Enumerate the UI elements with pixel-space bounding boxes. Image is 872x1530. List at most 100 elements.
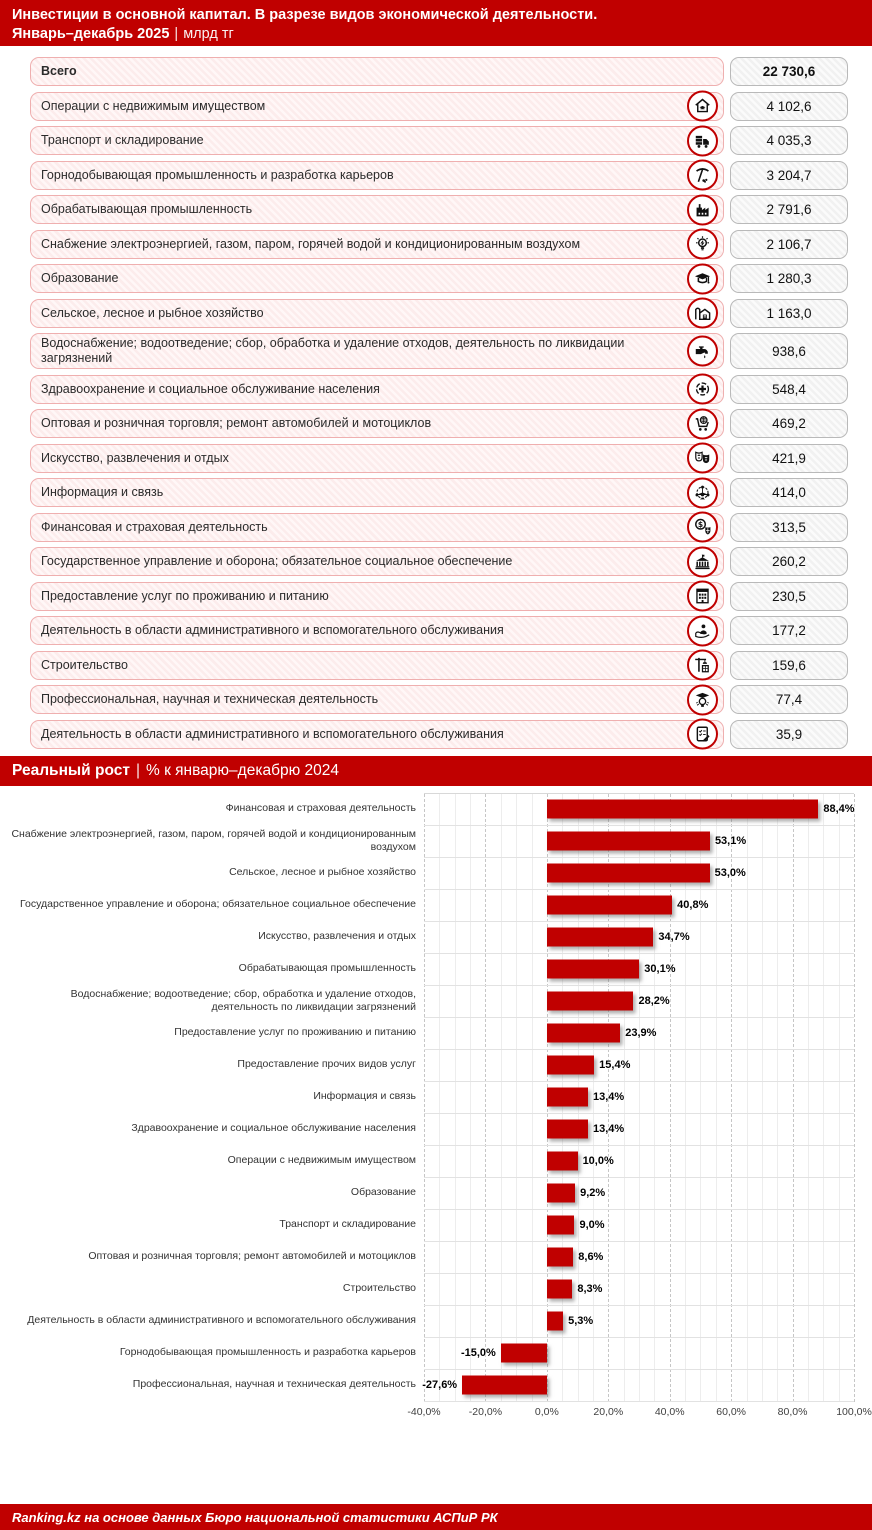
- gridline-minor: [516, 793, 518, 1402]
- axis-tick-label: 100,0%: [836, 1405, 872, 1418]
- row-label: Образование: [41, 271, 119, 285]
- row-label: Финансовая и страховая деятельность: [41, 519, 268, 534]
- gridline-minor: [761, 793, 763, 1402]
- gridline-minor: [470, 793, 472, 1402]
- category-label: Снабжение электроэнергией, газом, паром,…: [11, 828, 416, 853]
- gridline-minor: [531, 793, 533, 1402]
- table-row: Деятельность в области административного…: [30, 615, 848, 646]
- source-footer: Ranking.kz на основе данных Бюро национа…: [0, 1504, 872, 1530]
- category-label: Обрабатывающая промышленность: [238, 962, 416, 975]
- chart-band: -27,6%: [422, 1370, 854, 1402]
- axis-tick-label: 0,0%: [534, 1405, 559, 1418]
- row-label-box: Деятельность в области административного…: [30, 718, 724, 750]
- chart-band: 10,0%: [424, 1146, 854, 1178]
- svg-text:$: $: [698, 520, 703, 529]
- bar: [546, 1087, 588, 1107]
- page-title: Инвестиции в основной капитал. В разрезе…: [12, 7, 598, 23]
- table-row: Строительство 159,6: [30, 649, 848, 681]
- row-label: Транспорт и складирование: [41, 133, 204, 147]
- gridline-minor: [685, 793, 687, 1402]
- gridline-minor: [592, 793, 594, 1402]
- row-label-box: Искусство, развлечения и отдых: [30, 442, 724, 474]
- gridline-minor: [639, 793, 640, 1402]
- row-label-box: Предоставление услуг по проживанию и пит…: [30, 580, 724, 612]
- period-label: Январь–декабрь 2025: [12, 26, 170, 43]
- row-value: 938,6: [730, 333, 848, 369]
- water-supply-icon: [687, 335, 718, 367]
- gridline-minor: [715, 793, 717, 1402]
- chart-band: 34,7%: [424, 922, 854, 954]
- bar-value-label: 53,1%: [714, 835, 747, 847]
- category-label: Оптовая и розничная торговля; ремонт авт…: [88, 1250, 416, 1263]
- table-row: Всего 22 730,6: [30, 57, 848, 86]
- manufacturing-icon: [687, 194, 718, 225]
- row-label: Горнодобывающая промышленность и разрабо…: [41, 167, 394, 182]
- bar: [546, 831, 710, 851]
- row-value: 177,2: [730, 616, 848, 645]
- growth-section-header: Реальный рост | % к январю–декабрю 2024: [0, 755, 872, 786]
- axis-tick-label: -40,0%: [407, 1405, 441, 1418]
- transport-icon: [687, 125, 718, 156]
- row-label: Предоставление услуг по проживанию и пит…: [41, 588, 329, 603]
- bar: [546, 1055, 595, 1075]
- bar-value-label: 53,0%: [714, 867, 746, 879]
- chart-band: 13,4%: [424, 1114, 854, 1146]
- row-value: 414,0: [730, 478, 848, 507]
- bar-value-label: 8,6%: [578, 1251, 604, 1263]
- row-label-box: Государственное управление и оборона; об…: [30, 546, 724, 577]
- bar-value-label: 10,0%: [582, 1155, 614, 1167]
- chart-band: 15,4%: [424, 1050, 854, 1082]
- bar: [546, 799, 819, 819]
- gridline-minor: [807, 793, 809, 1402]
- unit-label: млрд тг: [183, 26, 234, 43]
- plot-area: 88,4% 53,1% 53,0% 40,8% 34,7% 30,1% 28,2% 23,9%…: [422, 792, 855, 1402]
- energy-icon: [687, 228, 718, 260]
- bar: [546, 1311, 564, 1331]
- row-label: Информация и связь: [41, 485, 164, 499]
- table-row: Образование 1 280,3: [30, 263, 848, 294]
- government-icon: [687, 546, 718, 577]
- bar-value-label: 40,8%: [677, 899, 709, 911]
- category-label: Водоснабжение; водоотведение; сбор, обра…: [70, 988, 416, 1013]
- trade-icon: [687, 408, 718, 439]
- category-label: Предоставление услуг по проживанию и пит…: [174, 1026, 416, 1039]
- chart-band: 9,2%: [424, 1178, 854, 1210]
- gridline-major: [854, 793, 855, 1402]
- category-label: Предоставление прочих видов услуг: [237, 1058, 416, 1071]
- chart-band: 53,1%: [424, 826, 854, 858]
- axis-tick-label: 60,0%: [716, 1405, 747, 1418]
- chart-band: 5,3%: [424, 1306, 854, 1338]
- row-label-box: Профессиональная, научная и техническая …: [30, 684, 724, 715]
- chart-band: 40,8%: [424, 890, 854, 922]
- row-label: Деятельность в области административного…: [41, 623, 504, 637]
- row-label: Обрабатывающая промышленность: [41, 202, 253, 216]
- subtitle-divider: |: [174, 26, 179, 43]
- bar-value-label: 28,2%: [638, 995, 670, 1007]
- healthcare-icon: [687, 373, 718, 405]
- chart-band: 28,2%: [424, 986, 854, 1018]
- gridline-major: [731, 793, 733, 1402]
- category-label: Транспорт и складирование: [279, 1218, 416, 1231]
- gridline-minor: [700, 793, 702, 1402]
- bar: [546, 863, 710, 883]
- row-value: 4 102,6: [730, 91, 848, 121]
- row-label: Деятельность в области административного…: [41, 726, 504, 741]
- row-label-box: Водоснабжение; водоотведение; сбор, обра…: [30, 333, 724, 369]
- gridline-minor: [439, 793, 441, 1402]
- arts-icon: [687, 442, 718, 474]
- row-value: 313,5: [730, 512, 848, 542]
- row-value: 260,2: [730, 547, 848, 576]
- gridline-major: [792, 793, 794, 1402]
- checklist-icon: [687, 718, 718, 750]
- row-value: 421,9: [730, 443, 848, 473]
- row-label-box: Обрабатывающая промышленность: [30, 194, 724, 225]
- bar: [546, 1023, 621, 1043]
- row-label-box: Образование: [30, 263, 724, 294]
- gridline-minor: [838, 793, 840, 1402]
- row-label: Оптовая и розничная торговля; ремонт авт…: [41, 416, 432, 430]
- chart-band: 88,4%: [424, 794, 855, 826]
- real-estate-icon: [687, 90, 718, 122]
- row-value: 22 730,6: [730, 57, 848, 86]
- information-icon: [687, 477, 718, 508]
- row-label-box: Здравоохранение и социальное обслуживани…: [30, 373, 724, 405]
